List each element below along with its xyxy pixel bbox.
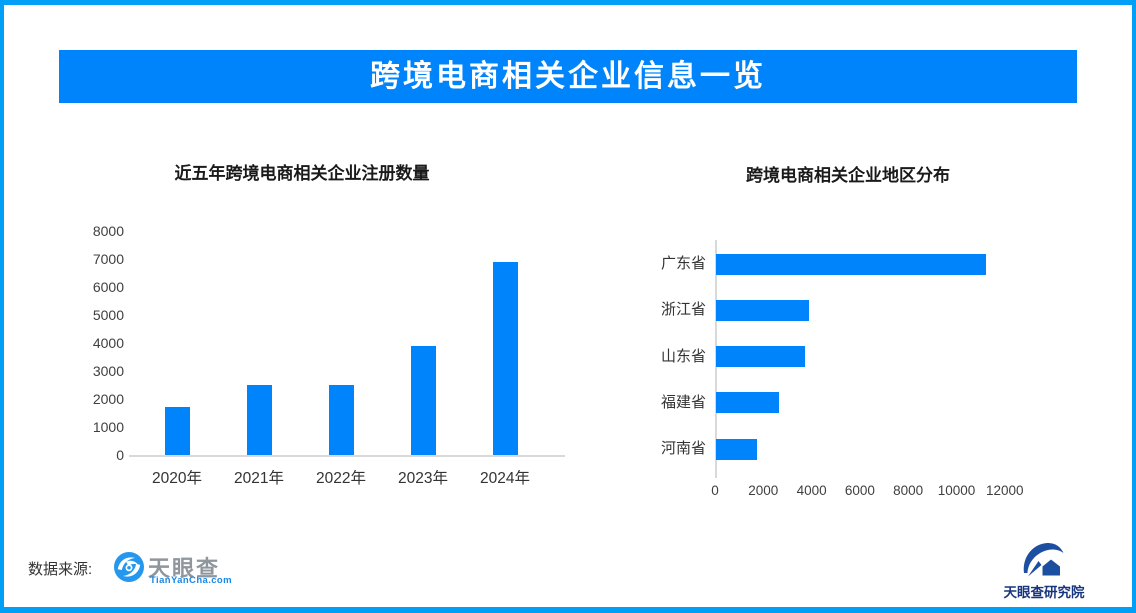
bar-2024年 (492, 261, 518, 455)
institute-logo-text: 天眼查研究院 (1003, 585, 1085, 600)
y-axis-tick-label: 4000 (92, 335, 124, 351)
tianyancha-domain-text: TianYanCha.com (150, 575, 232, 586)
x-axis-tick-label: 6000 (844, 483, 875, 498)
y-axis-category-label: 河南省 (660, 440, 706, 458)
tianyancha-eye-icon (114, 552, 144, 582)
bar-2023年 (410, 345, 436, 455)
bar-河南省 (716, 438, 758, 460)
bar-广东省 (716, 253, 987, 275)
y-axis-tick-label: 8000 (92, 223, 124, 239)
x-axis-category-label: 2020年 (152, 470, 202, 487)
tianyancha-logo-text: 天眼查 (148, 556, 221, 581)
x-axis-category-label: 2023年 (398, 470, 448, 487)
bar-2020年 (164, 407, 190, 455)
x-axis-line (129, 455, 565, 457)
bar-2022年 (328, 385, 354, 455)
y-axis-tick-label: 1000 (92, 419, 124, 435)
y-axis-category-label: 浙江省 (660, 301, 706, 319)
y-axis-category-label: 福建省 (660, 393, 706, 411)
x-axis-category-label: 2024年 (480, 470, 530, 487)
registration-chart-title: 近五年跨境电商相关企业注册数量 (174, 164, 430, 183)
page-title-banner: 跨境电商相关企业信息一览 (59, 50, 1077, 103)
bar-山东省 (716, 346, 806, 368)
tianyancha-institute-icon (1021, 539, 1065, 579)
x-axis-tick-label: 4000 (796, 483, 827, 498)
y-axis-line (715, 240, 717, 478)
x-axis-category-label: 2021年 (234, 470, 284, 487)
y-axis-tick-label: 7000 (92, 251, 124, 267)
y-axis-tick-label: 2000 (92, 391, 124, 407)
bar-浙江省 (716, 299, 809, 321)
region-chart-title: 跨境电商相关企业地区分布 (746, 166, 950, 185)
data-source-label: 数据来源: (28, 561, 93, 578)
y-axis-tick-label: 0 (116, 447, 124, 463)
x-axis-category-label: 2022年 (316, 470, 366, 487)
x-axis-tick-label: 10000 (937, 483, 976, 498)
bar-2021年 (246, 385, 272, 455)
x-axis-tick-label: 2000 (748, 483, 779, 498)
y-axis-tick-label: 5000 (92, 307, 124, 323)
x-axis-tick-label: 12000 (986, 483, 1024, 498)
bar-福建省 (716, 392, 779, 414)
page-title: 跨境电商相关企业信息一览 (370, 60, 766, 93)
y-axis-tick-label: 3000 (92, 363, 124, 379)
x-axis-tick-label: 8000 (893, 483, 924, 498)
x-axis-tick-label: 0 (711, 483, 719, 498)
y-axis-category-label: 广东省 (660, 255, 706, 272)
y-axis-category-label: 山东省 (660, 347, 706, 365)
y-axis-tick-label: 6000 (92, 279, 124, 295)
